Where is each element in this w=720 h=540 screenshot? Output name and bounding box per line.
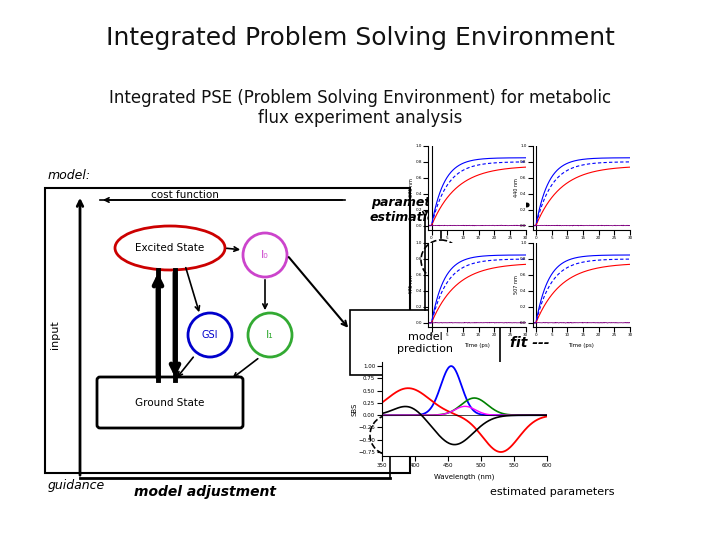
FancyBboxPatch shape (97, 377, 243, 428)
Text: parameter
estimation: parameter estimation (370, 196, 446, 224)
Circle shape (188, 313, 232, 357)
Text: Ground State: Ground State (135, 398, 204, 408)
Text: fit ---: fit --- (510, 336, 549, 350)
Circle shape (243, 233, 287, 277)
Text: guidance: guidance (48, 478, 105, 491)
Text: estimated parameters: estimated parameters (490, 487, 614, 497)
Circle shape (370, 415, 410, 455)
Bar (350, 310, 500, 375)
X-axis label: Wavelength (nm): Wavelength (nm) (434, 473, 495, 480)
Text: input: input (50, 321, 60, 349)
Text: model adjustment: model adjustment (134, 485, 276, 499)
Text: GSI: GSI (202, 330, 218, 340)
X-axis label: Time (ps): Time (ps) (464, 342, 490, 348)
Text: data: data (535, 201, 570, 215)
Text: Excited State: Excited State (135, 243, 204, 253)
Text: cost function: cost function (151, 190, 219, 200)
Y-axis label: 507 nm: 507 nm (513, 275, 518, 294)
Bar (430, 195, 452, 215)
Bar (45, 188, 410, 473)
Text: -: - (438, 198, 444, 213)
Ellipse shape (115, 226, 225, 270)
Y-axis label: 475 nm: 475 nm (409, 275, 414, 294)
Circle shape (421, 240, 461, 280)
Text: Integrated Problem Solving Environment: Integrated Problem Solving Environment (106, 26, 614, 50)
Y-axis label: 440 nm: 440 nm (513, 178, 518, 197)
Text: I₀: I₀ (261, 250, 269, 260)
Circle shape (248, 313, 292, 357)
Text: I₁: I₁ (266, 330, 274, 340)
Y-axis label: 375 nm: 375 nm (409, 178, 414, 197)
X-axis label: Time (ps): Time (ps) (569, 342, 594, 348)
Text: model
prediction: model prediction (397, 332, 453, 354)
Text: model:: model: (48, 169, 91, 182)
Y-axis label: SBS: SBS (351, 402, 357, 416)
Text: Integrated PSE (Problem Solving Environment) for metabolic
flux experiment analy: Integrated PSE (Problem Solving Environm… (109, 89, 611, 127)
